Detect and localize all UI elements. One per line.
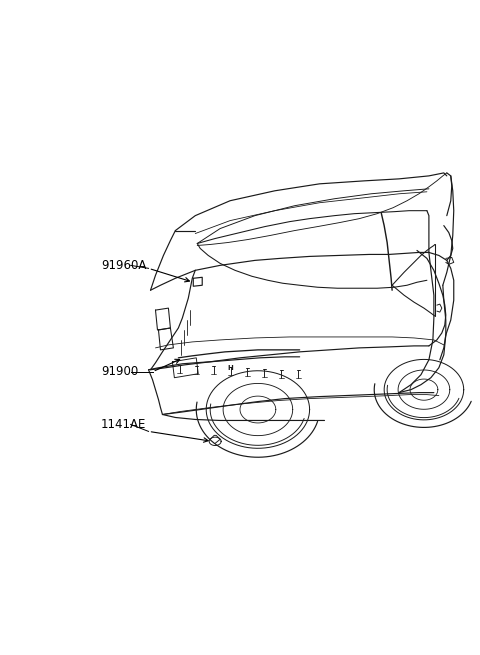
Text: 1141AE: 1141AE — [101, 418, 146, 431]
Text: 91960A: 91960A — [101, 259, 146, 272]
Text: H: H — [227, 365, 233, 371]
Text: 91900: 91900 — [101, 365, 138, 378]
